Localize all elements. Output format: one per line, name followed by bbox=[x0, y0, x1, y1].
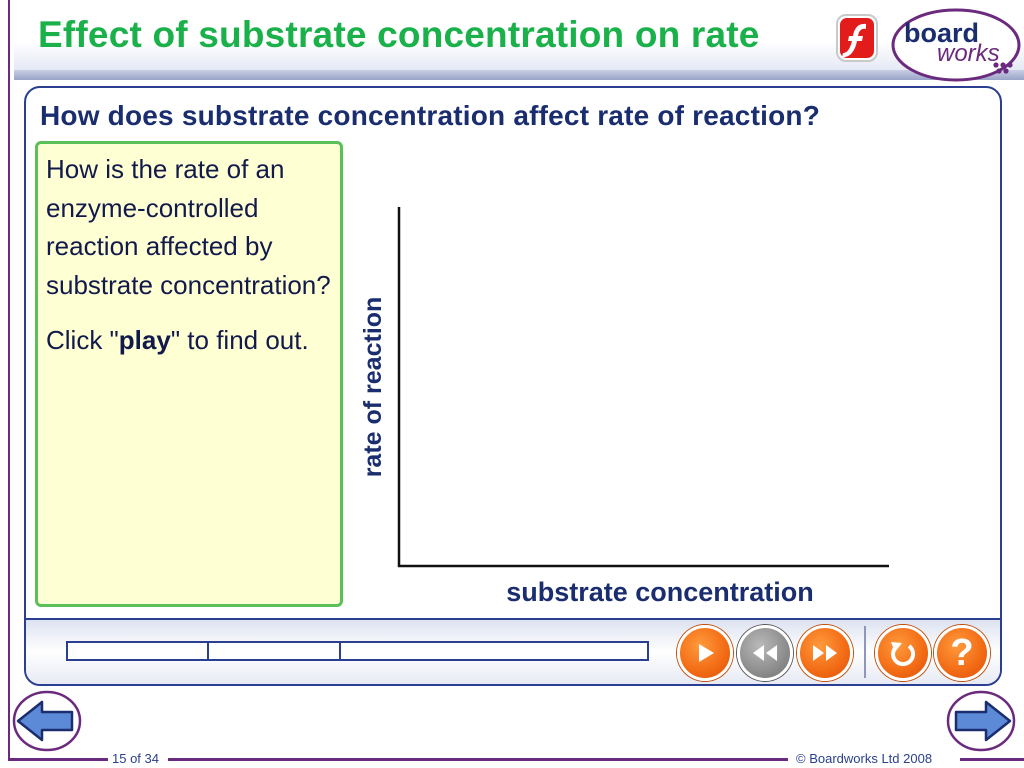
instruction-suffix: " to find out. bbox=[170, 325, 309, 355]
slide-number: 15 of 34 bbox=[112, 751, 159, 766]
info-question: How is the rate of an enzyme-controlled … bbox=[46, 154, 331, 300]
previous-slide-button[interactable] bbox=[12, 690, 82, 752]
panel-question: How does substrate concentration affect … bbox=[40, 100, 820, 131]
info-instruction: Click "play" to find out. bbox=[46, 321, 336, 360]
instruction-prefix: Click " bbox=[46, 325, 119, 355]
progress-segment-divider bbox=[207, 643, 209, 659]
rate-graph: rate of reaction substrate concentration bbox=[359, 207, 889, 607]
page-title: Effect of substrate concentration on rat… bbox=[38, 14, 760, 55]
reset-icon bbox=[891, 642, 916, 667]
left-border-rule bbox=[8, 0, 10, 760]
play-icon bbox=[699, 644, 714, 662]
boardworks-logo: board works bbox=[891, 8, 1021, 82]
bottom-rule bbox=[8, 758, 108, 761]
y-axis-label: rate of reaction bbox=[359, 297, 387, 478]
copyright: © Boardworks Ltd 2008 bbox=[796, 751, 933, 766]
fast-forward-button[interactable] bbox=[797, 625, 853, 681]
bottom-rule bbox=[960, 758, 1024, 761]
control-divider bbox=[864, 626, 866, 678]
back-arrow-icon bbox=[16, 700, 74, 742]
help-icon: ? bbox=[950, 632, 974, 674]
info-text: How is the rate of an enzyme-controlled … bbox=[46, 150, 336, 377]
x-axis-label: substrate concentration bbox=[506, 577, 814, 607]
bottom-rule bbox=[168, 758, 788, 761]
fast-forward-icon bbox=[813, 645, 837, 661]
animation-progress-bar[interactable] bbox=[66, 641, 649, 661]
help-button[interactable]: ? bbox=[934, 625, 990, 681]
reset-button[interactable] bbox=[875, 625, 931, 681]
rewind-icon bbox=[753, 645, 777, 661]
instruction-play-word: play bbox=[118, 325, 171, 355]
progress-segment-divider bbox=[339, 643, 341, 659]
logo-text-board: board bbox=[904, 18, 979, 48]
header-divider bbox=[14, 70, 1024, 80]
next-slide-button[interactable] bbox=[946, 690, 1016, 752]
info-box bbox=[35, 141, 343, 607]
logo-text-works: works bbox=[937, 40, 1000, 67]
rewind-button[interactable] bbox=[737, 625, 793, 681]
play-button[interactable] bbox=[677, 625, 733, 681]
forward-arrow-icon bbox=[954, 700, 1012, 742]
flash-player-icon[interactable] bbox=[835, 13, 879, 63]
